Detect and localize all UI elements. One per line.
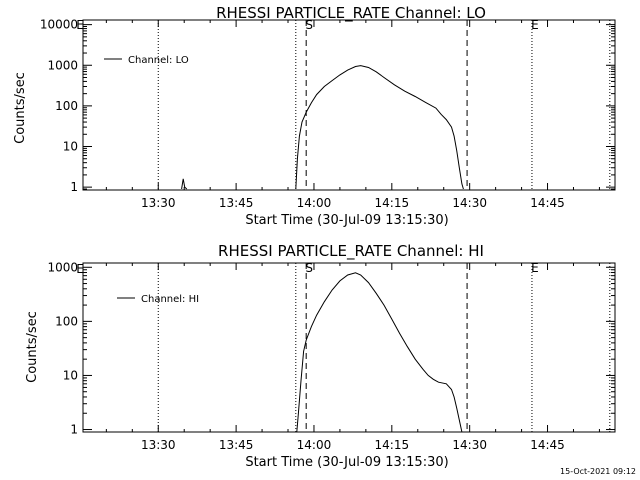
marker-label: E [531,18,539,32]
x-axis-label: Start Time (30-Jul-09 13:15:30) [245,213,448,228]
x-tick-label: 14:00 [297,438,332,452]
y-tick-label: 10 [63,368,78,382]
x-tick-label: 14:15 [375,196,410,210]
x-tick-label: 13:30 [141,438,176,452]
y-tick-label: 1 [70,180,78,194]
x-tick-label: 14:45 [530,438,565,452]
y-axis-label: Counts/sec [13,72,28,144]
y-tick-label: 1000 [47,58,78,72]
x-tick-label: 14:30 [452,196,487,210]
series-line [296,272,463,433]
x-axis-label: Start Time (30-Jul-09 13:15:30) [245,455,448,470]
corner-label: E [76,262,84,276]
marker-label: E [531,261,539,275]
marker-label: S [305,261,313,275]
plot-frame [82,262,616,433]
x-tick-label: 14:30 [452,438,487,452]
plot-lo: RHESSI PARTICLE_RATE Channel: LO Start T… [13,4,616,228]
y-tick-label: 100 [55,314,78,328]
y-tick-label: 100 [55,99,78,113]
y-tick-label: 1 [70,423,78,437]
legend-label: Channel: LO [128,55,189,66]
chart-title: RHESSI PARTICLE_RATE Channel: LO [216,4,486,23]
x-tick-label: 14:00 [297,196,332,210]
y-axis-label: Counts/sec [25,311,40,383]
x-tick-label: 13:30 [141,196,176,210]
marker-label: S [305,18,313,32]
plot-hi: RHESSI PARTICLE_RATE Channel: HI Start T… [25,242,616,470]
timestamp: 15-Oct-2021 09:12 [560,467,636,476]
x-tick-label: 13:45 [219,438,254,452]
y-tick-label: 1000 [47,260,78,274]
plot-frame [82,19,616,191]
x-tick-label: 13:45 [219,196,254,210]
x-tick-label: 14:45 [530,196,565,210]
x-tick-label: 14:15 [375,438,410,452]
series-line [295,65,464,190]
y-tick-label: 10 [63,140,78,154]
chart-title: RHESSI PARTICLE_RATE Channel: HI [218,242,484,261]
y-tick-label: 10000 [40,18,78,32]
corner-label: E [76,18,84,32]
series-line [181,178,188,190]
legend-label: Channel: HI [141,294,199,305]
